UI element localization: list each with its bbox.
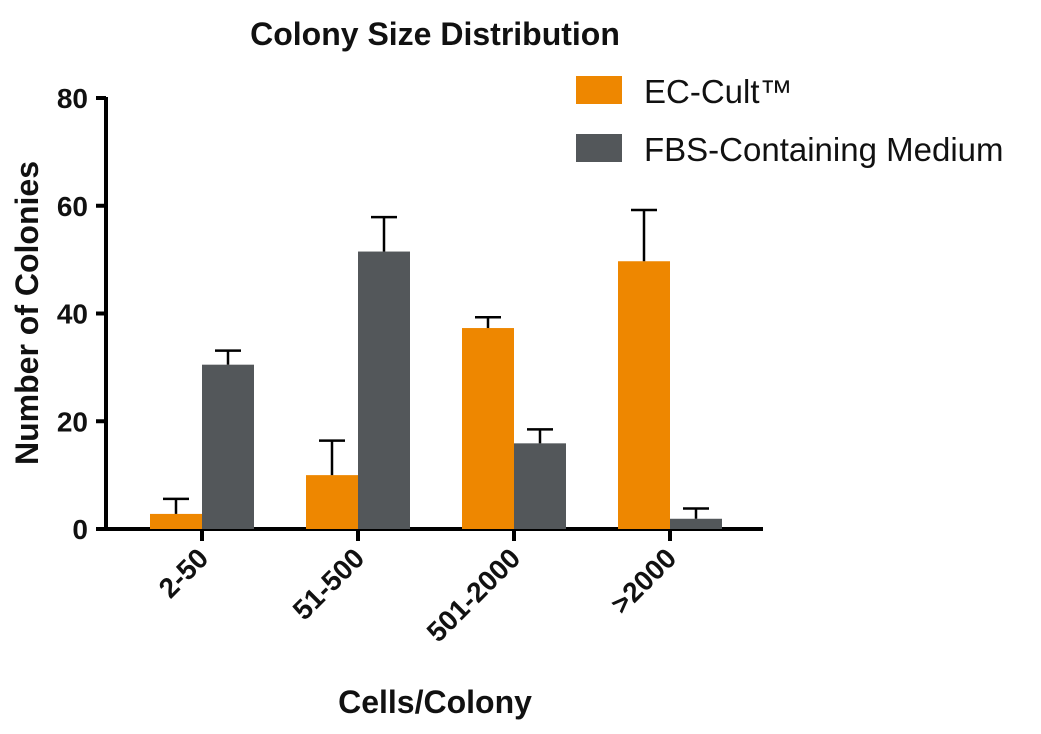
y-axis: 0 20 40 60 80 xyxy=(57,83,108,545)
chart-title: Colony Size Distribution xyxy=(250,16,620,52)
bar-ec-cult-2 xyxy=(462,328,514,529)
x-tick-label: 51-500 xyxy=(287,542,371,626)
legend-swatch-ec-cult xyxy=(576,76,622,104)
bar-fbs-3 xyxy=(670,518,722,529)
y-axis-label: Number of Colonies xyxy=(9,161,45,465)
x-axis-label: Cells/Colony xyxy=(338,684,532,720)
bars-group xyxy=(150,251,722,529)
bar-ec-cult-0 xyxy=(150,513,202,529)
y-tick-label: 20 xyxy=(57,406,88,437)
x-tick-label: 2-50 xyxy=(153,542,215,604)
legend: EC-Cult™ FBS-Containing Medium xyxy=(576,73,1004,168)
x-tick-label: >2000 xyxy=(605,542,683,620)
x-axis: 2-50 51-500 501-2000 >2000 xyxy=(104,527,763,648)
y-tick-label: 0 xyxy=(72,514,88,545)
bar-fbs-1 xyxy=(358,251,410,529)
y-tick-label: 60 xyxy=(57,191,88,222)
legend-label-fbs: FBS-Containing Medium xyxy=(644,131,1004,168)
legend-swatch-fbs xyxy=(576,134,622,162)
error-bars-group xyxy=(163,208,709,519)
bar-fbs-0 xyxy=(202,364,254,529)
legend-label-ec-cult: EC-Cult™ xyxy=(644,73,793,110)
bar-fbs-2 xyxy=(514,443,566,529)
x-tick-label: 501-2000 xyxy=(421,542,527,648)
bar-ec-cult-1 xyxy=(306,475,358,529)
bar-ec-cult-3 xyxy=(618,261,670,529)
y-tick-label: 80 xyxy=(57,83,88,114)
y-tick-label: 40 xyxy=(57,299,88,330)
